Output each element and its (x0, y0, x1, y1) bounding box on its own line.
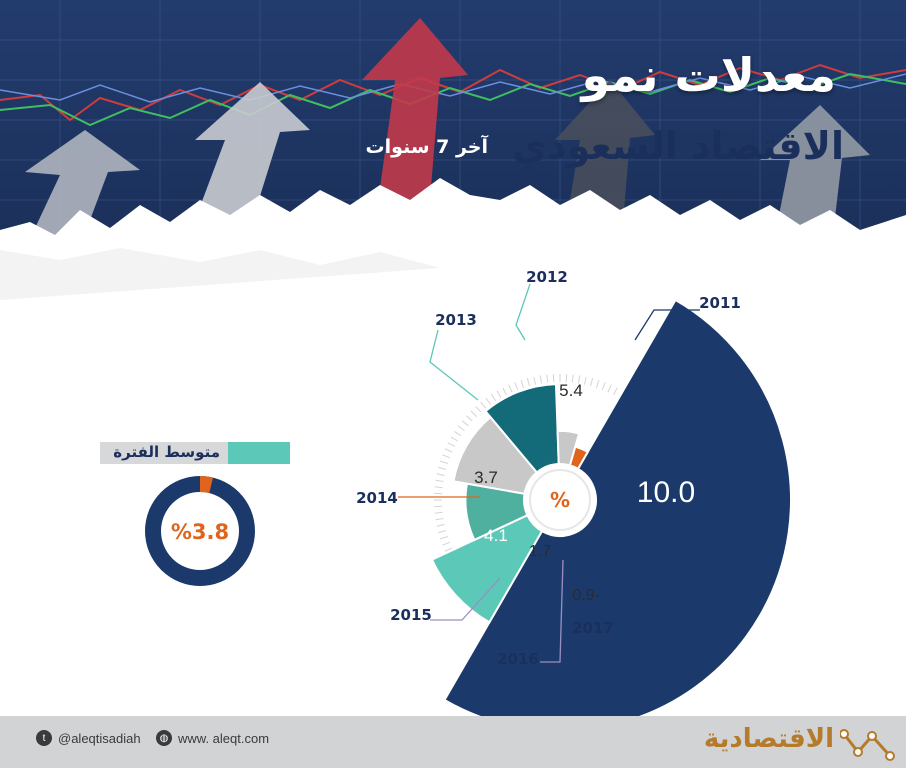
tick-mark (502, 387, 507, 396)
tick-mark (596, 380, 600, 388)
tick-mark (470, 410, 477, 417)
paper-texture (0, 248, 440, 300)
average-label-bar: متوسط الفترة (100, 442, 290, 464)
website-url: www. aleqt.com (178, 730, 270, 746)
title-line-2: الاقتصاد السعودي (512, 124, 844, 168)
year-label-2017: 2017 (572, 619, 614, 637)
year-label-2015: 2015 (390, 606, 432, 624)
tick-mark (442, 454, 450, 459)
tick-mark (436, 473, 445, 476)
tick-mark (435, 518, 444, 521)
trend-line-blue (0, 73, 906, 103)
brand-logo-icon (840, 729, 895, 761)
pie-slice-2014 (452, 415, 539, 495)
average-donut-fill (199, 476, 214, 494)
arrow-graphic-white (20, 130, 140, 260)
average-value-text: %3.8 (171, 520, 229, 544)
tick-mark (526, 378, 530, 387)
tick-mark (613, 387, 618, 396)
year-label-2013: 2013 (435, 311, 477, 329)
tick-mark (578, 375, 581, 384)
tick-mark (475, 406, 482, 413)
tick-mark (442, 541, 450, 546)
tick-mark (457, 425, 465, 432)
tick-mark (466, 415, 473, 422)
pie-slice-2017 (568, 445, 590, 471)
pie-slice-2012 (430, 513, 544, 624)
tick-mark (444, 547, 453, 552)
tick-mark (436, 524, 445, 527)
tick-mark (571, 374, 574, 383)
footer: t @aleqtisadiah ◍ www. aleqt.com الاقتصا… (0, 716, 906, 768)
twitter-handle-item[interactable]: t @aleqtisadiah (36, 730, 141, 746)
tick-mark (508, 384, 513, 393)
value-label-2012: 5.4 (559, 381, 583, 400)
tick-mark (514, 382, 519, 390)
trend-line-green (0, 72, 906, 127)
value-label-2015: 4.1 (484, 526, 508, 545)
leader-line-2012 (515, 283, 531, 341)
tick-mark (435, 479, 444, 482)
leader-line-2016 (540, 559, 564, 663)
tick-mark (434, 511, 443, 514)
average-label-accent (228, 442, 290, 464)
tick-mark (533, 376, 536, 385)
growth-rate-chart: 10.020115.420123.020133.720144.120151.72… (145, 268, 792, 716)
center-circle (529, 469, 591, 531)
title-line-1: معدلات نمو (581, 48, 836, 102)
tick-mark (447, 442, 456, 447)
tick-mark (438, 530, 447, 534)
globe-icon: ◍ (156, 730, 172, 746)
tick-mark (546, 374, 549, 383)
year-label-2016: 2016 (497, 650, 539, 668)
tick-mark (490, 394, 497, 402)
tick-mark (461, 420, 469, 427)
twitter-handle: @aleqtisadiah (58, 730, 141, 746)
leader-line-2011 (634, 309, 700, 341)
tick-mark (444, 448, 453, 453)
subtitle: آخر 7 سنوات (365, 136, 488, 158)
tick-mark (438, 466, 447, 470)
pie-slice-2013 (464, 482, 529, 542)
tick-mark (485, 397, 492, 405)
tick-mark (496, 390, 502, 399)
pie-slice-2011 (443, 298, 792, 716)
brand-logo-text: الاقتصادية (703, 724, 834, 754)
twitter-icon: t (36, 730, 52, 746)
tick-mark (480, 401, 487, 409)
center-percent-label: % (550, 488, 570, 512)
year-label-2011: 2011 (699, 294, 741, 312)
leader-line-2015 (430, 577, 501, 621)
value-label-2011: 10.0 (637, 476, 695, 509)
tick-mark (590, 378, 594, 387)
website-item[interactable]: ◍ www. aleqt.com (156, 730, 269, 746)
value-label-2016: 1.7 (529, 543, 551, 560)
average-label-background (100, 442, 228, 464)
tick-mark (539, 375, 542, 384)
value-label-2017: 0.9- (572, 587, 600, 604)
tick-mark (454, 430, 462, 437)
tick-mark (607, 384, 612, 393)
tick-mark (450, 436, 459, 442)
tick-mark (520, 380, 524, 388)
average-label-text: متوسط الفترة (113, 443, 220, 461)
pie-slice-2015 (484, 383, 560, 474)
tick-mark (434, 486, 443, 489)
value-label-2014: 3.7 (474, 468, 498, 487)
year-label-2014: 2014 (356, 489, 398, 507)
tick-mark (601, 382, 606, 390)
pie-slice-2016 (556, 429, 581, 467)
year-label-2012: 2012 (526, 268, 568, 286)
tick-mark (440, 536, 448, 540)
tick-mark (440, 460, 448, 464)
tick-mark (584, 376, 587, 385)
leader-line-2013 (429, 329, 479, 401)
